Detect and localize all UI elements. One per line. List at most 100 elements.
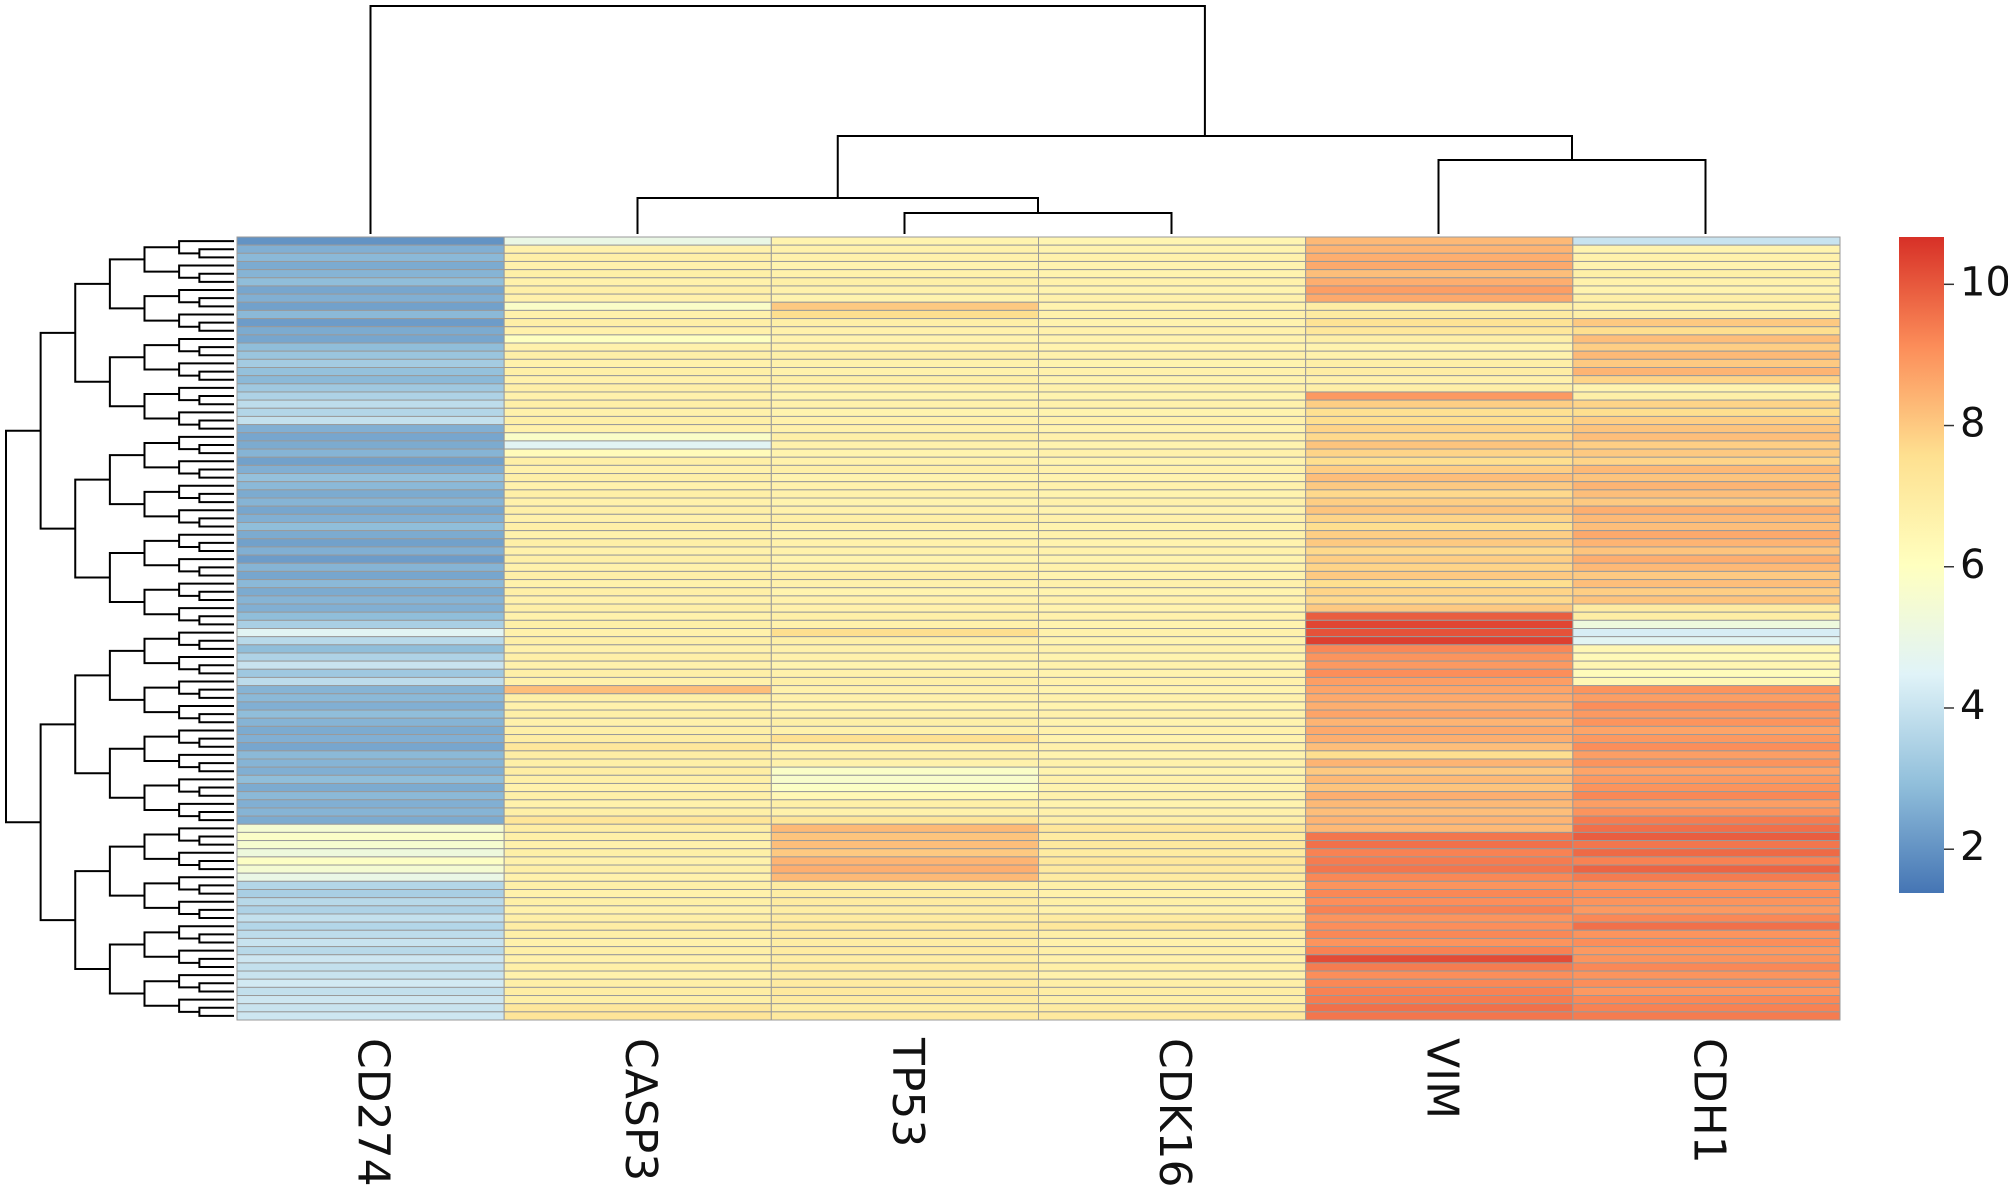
heatmap-cell — [1038, 937, 1307, 948]
dendrogram-branch — [198, 639, 234, 650]
heatmap-cell — [1572, 815, 1841, 825]
heatmap-cell — [1038, 962, 1307, 972]
heatmap-cell — [1038, 538, 1307, 548]
heatmap-cell — [1572, 880, 1841, 890]
dendrogram-branch — [143, 539, 180, 567]
heatmap-cell — [503, 929, 772, 939]
heatmap-cell — [1572, 1003, 1841, 1013]
heatmap-cell — [236, 840, 505, 850]
heatmap-cell — [1572, 481, 1841, 491]
heatmap-cell — [770, 350, 1039, 360]
heatmap-cell — [1305, 921, 1574, 931]
heatmap-cell — [503, 309, 772, 320]
heatmap-cell — [236, 546, 505, 556]
heatmap-cell — [1305, 546, 1574, 556]
heatmap-cell — [1572, 260, 1841, 271]
heatmap-cell — [1572, 277, 1841, 287]
heatmap-cell — [1038, 872, 1307, 882]
heatmap-cell — [1038, 448, 1307, 458]
heatmap-cell — [1572, 823, 1841, 833]
heatmap-cell — [236, 970, 505, 980]
heatmap-cell — [1305, 701, 1574, 711]
heatmap-cell — [770, 521, 1039, 532]
heatmap-cell — [770, 823, 1039, 833]
heatmap-cell — [1572, 334, 1841, 344]
heatmap-cell — [1572, 587, 1841, 597]
heatmap-cell — [1572, 619, 1841, 629]
heatmap-cell — [1305, 603, 1574, 613]
heatmap-cell — [770, 562, 1039, 572]
heatmap-cell — [1038, 709, 1307, 719]
heatmap-cell — [236, 734, 505, 744]
heatmap-cell — [1305, 236, 1574, 246]
heatmap-cell — [1572, 864, 1841, 874]
dendrogram-branch — [178, 802, 234, 818]
heatmap-cell — [503, 391, 772, 401]
heatmap-cell — [503, 685, 772, 695]
heatmap-cell — [1572, 791, 1841, 801]
heatmap-cell — [503, 668, 772, 678]
heatmap-cell — [236, 774, 505, 784]
heatmap-cell — [1572, 367, 1841, 377]
heatmap-cell — [1572, 766, 1841, 776]
heatmap-cell — [503, 432, 772, 442]
dendrogram-branch — [143, 931, 180, 958]
dendrogram-branch — [143, 686, 180, 714]
heatmap-cell — [770, 660, 1039, 670]
dendrogram-branch — [198, 541, 234, 553]
heatmap-cell — [1305, 301, 1574, 311]
heatmap-cell — [1038, 742, 1307, 752]
heatmap-cell — [1572, 652, 1841, 662]
heatmap-cell — [1305, 815, 1574, 825]
heatmap-cell — [1572, 473, 1841, 483]
dendrogram-branch — [1437, 159, 1707, 234]
heatmap-cell — [236, 448, 505, 458]
heatmap-cell — [503, 521, 772, 532]
heatmap-cell — [1572, 782, 1841, 793]
heatmap-cell — [770, 334, 1039, 344]
dendrogram-branch — [178, 949, 234, 964]
dendrogram-branch — [178, 533, 234, 548]
heatmap-cell — [1038, 717, 1307, 727]
heatmap-cell — [1038, 840, 1307, 850]
heatmap-cell — [1038, 652, 1307, 662]
heatmap-cell — [1572, 350, 1841, 360]
heatmap-cell — [1038, 701, 1307, 711]
heatmap-cell — [770, 538, 1039, 548]
dendrogram-branch — [178, 876, 234, 891]
heatmap-cell — [1038, 464, 1307, 475]
dendrogram-branch — [178, 998, 234, 1013]
dendrogram-branch — [143, 637, 180, 665]
heatmap-cell — [1038, 318, 1307, 328]
heatmap-cell — [770, 391, 1039, 401]
heatmap-cell — [236, 383, 505, 393]
dendrogram-branch — [369, 5, 1206, 234]
dendrogram-branch — [143, 344, 180, 371]
dendrogram-branch — [198, 419, 234, 430]
dendrogram-branch — [198, 346, 234, 357]
heatmap-cell — [1038, 799, 1307, 809]
heatmap-cell — [770, 685, 1039, 695]
heatmap-cell — [503, 277, 772, 287]
heatmap-cell — [1038, 954, 1307, 964]
heatmap-cell — [1572, 562, 1841, 572]
heatmap-cell — [1305, 840, 1574, 850]
heatmap-cell — [1305, 880, 1574, 890]
heatmap-cell — [770, 889, 1039, 899]
heatmap-cell — [236, 921, 505, 931]
heatmap-cell — [236, 758, 505, 768]
heatmap-cell — [1038, 358, 1307, 368]
heatmap-cell — [503, 464, 772, 475]
heatmap-cell — [770, 897, 1039, 907]
heatmap-cell — [503, 456, 772, 466]
heatmap-cell — [1305, 823, 1574, 833]
dendrogram-branch — [5, 429, 41, 824]
heatmap-cell — [1572, 407, 1841, 417]
heatmap-cell — [1572, 521, 1841, 532]
heatmap-cell — [503, 856, 772, 866]
heatmap-cell — [236, 742, 505, 752]
heatmap-cell — [1572, 685, 1841, 695]
heatmap-cell — [503, 570, 772, 581]
heatmap-cell — [1572, 269, 1841, 279]
